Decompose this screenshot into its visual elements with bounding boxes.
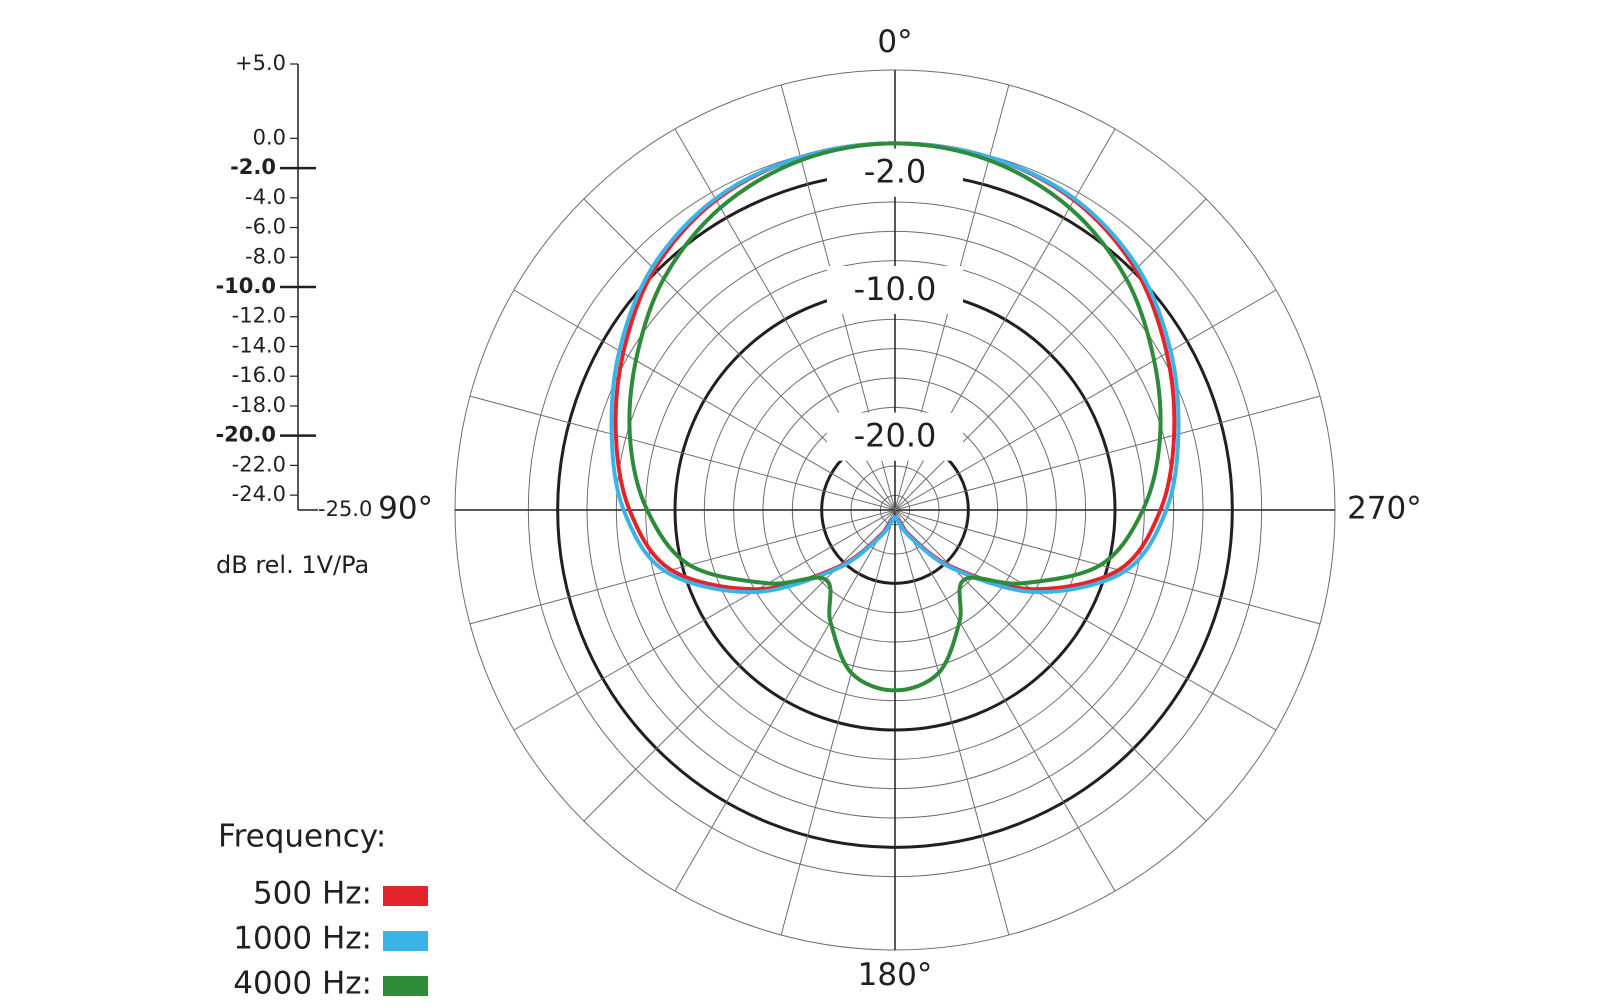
ring-label: -20.0 xyxy=(854,417,937,455)
y-tick-label: -6.0 xyxy=(245,215,286,239)
spoke xyxy=(894,289,1277,511)
polar-grid xyxy=(280,63,1336,951)
y-tick-label: -18.0 xyxy=(232,393,286,417)
y-tick-label: -4.0 xyxy=(245,185,286,209)
legend-swatch xyxy=(383,976,428,996)
angle-label: 0° xyxy=(877,24,912,60)
angle-label: 180° xyxy=(858,957,933,993)
spoke xyxy=(469,395,896,511)
spoke xyxy=(894,509,1207,822)
y-tick-label: -22.0 xyxy=(232,452,286,476)
y-tick-label: -16.0 xyxy=(232,363,286,387)
spoke xyxy=(513,289,896,511)
legend-label: 1000 Hz: xyxy=(233,921,372,957)
ring-label-bg xyxy=(827,148,963,197)
spoke xyxy=(894,198,1207,511)
ring-label: -10.0 xyxy=(854,270,937,308)
y-tick-label: -2.0 xyxy=(230,155,276,179)
ring-label-bg xyxy=(827,266,963,314)
polar-curve xyxy=(609,141,1181,595)
spoke xyxy=(894,509,1321,625)
y-tick-label: -8.0 xyxy=(245,244,286,268)
ring-label: -2.0 xyxy=(864,153,926,191)
spoke xyxy=(583,509,896,822)
y-tick-label: -24.0 xyxy=(232,482,286,506)
legend-title: Frequency: xyxy=(218,819,386,855)
spoke xyxy=(513,509,896,731)
spoke xyxy=(894,509,1010,936)
legend-swatch xyxy=(383,886,428,906)
y-tick-label: -10.0 xyxy=(215,274,276,298)
y-tick-label: -20.0 xyxy=(215,423,276,447)
y-tick-label: -25.0 xyxy=(318,497,372,521)
spoke xyxy=(674,509,896,892)
y-tick-label: +5.0 xyxy=(235,51,286,75)
spoke xyxy=(780,509,896,936)
y-tick-label: -14.0 xyxy=(232,333,286,357)
polar-curve xyxy=(627,141,1163,693)
labels: -2.0 -10.0 -20.0 0° 90° 180° 270° 500 Hz: 1000 H… xyxy=(215,24,1421,1002)
legend-label: 500 Hz: xyxy=(253,876,372,912)
legend-swatch xyxy=(383,931,428,951)
ring-label-bg xyxy=(827,412,963,461)
curves xyxy=(609,141,1181,693)
spoke xyxy=(894,509,1116,892)
spoke xyxy=(894,509,1277,731)
y-tick-label: 0.0 xyxy=(253,125,286,149)
spoke xyxy=(469,509,896,625)
spoke xyxy=(583,198,896,511)
y-axis-label: dB rel. 1V/Pa xyxy=(216,551,369,579)
spoke xyxy=(894,395,1321,511)
y-tick-label: -12.0 xyxy=(232,304,286,328)
legend-label: 4000 Hz: xyxy=(233,966,372,1002)
angle-label: 90° xyxy=(378,491,433,527)
angle-label: 270° xyxy=(1347,491,1422,527)
